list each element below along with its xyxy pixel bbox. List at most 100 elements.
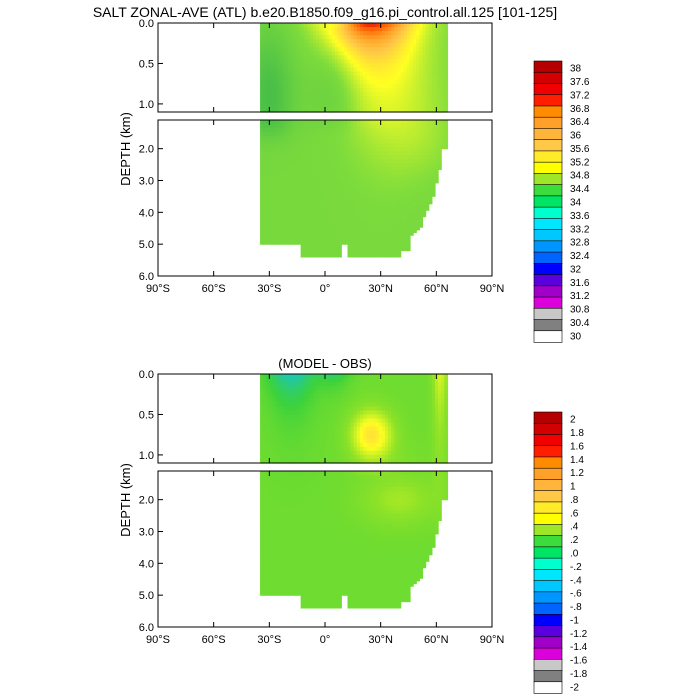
bias-panel-cell	[391, 394, 395, 399]
salt-panel-cell	[369, 186, 374, 191]
bias-panel-cell	[409, 410, 414, 416]
bias-panel-cell	[400, 394, 405, 399]
salt-panel-cell	[378, 252, 383, 258]
salt-panel-cell	[356, 83, 361, 89]
salt-panel-cell	[403, 67, 408, 73]
bias-panel-cell	[303, 382, 308, 387]
bias-panel-cell	[285, 390, 289, 395]
bias-panel-cell	[260, 506, 264, 511]
salt-panel-cell	[369, 240, 374, 246]
salt-panel-cell	[275, 182, 280, 187]
bias-panel-cell	[269, 426, 274, 432]
bias-panel-cell	[350, 414, 355, 420]
salt-panel-cell	[328, 221, 333, 226]
salt-panel-cell	[416, 135, 420, 141]
bias-panel-cell	[269, 525, 274, 531]
salt-panel-cell	[360, 182, 364, 187]
bias-panel-cell	[288, 517, 292, 523]
salt-panel-cell	[360, 244, 364, 250]
salt-panel-cell	[375, 190, 380, 195]
salt-panel-cell	[372, 91, 377, 97]
salt-panel-cell	[275, 205, 280, 211]
salt-panel-cell	[325, 217, 330, 222]
bias-panel-cell	[353, 374, 358, 379]
salt-panel-cell	[278, 51, 283, 56]
salt-panel-cell	[378, 190, 383, 195]
salt-panel-cell	[400, 63, 405, 69]
bias-panel-cell	[269, 474, 274, 480]
bias-panel-cell	[288, 584, 292, 589]
salt-panel-cell	[328, 123, 333, 129]
bias-panel-cell	[269, 580, 274, 585]
salt-panel-cell	[428, 190, 433, 195]
bias-panel-cell	[366, 438, 370, 444]
salt-panel-cell	[331, 135, 336, 141]
salt-panel-cell	[310, 209, 314, 215]
bias-panel-cell	[428, 458, 433, 464]
salt-panel-cell	[394, 244, 399, 250]
bias-panel-cell	[388, 406, 392, 412]
bias-panel-cell	[316, 398, 320, 403]
salt-panel-cell	[353, 87, 358, 93]
bias-panel-cell	[331, 454, 336, 460]
salt-panel-cell	[413, 213, 417, 219]
salt-panel-cell	[406, 39, 411, 44]
salt-panel-cell	[328, 43, 333, 48]
salt-panel-cell	[306, 147, 311, 152]
bias-panel-cell	[260, 521, 264, 527]
salt-panel-cell	[350, 91, 355, 97]
bias-panel-cell	[425, 386, 430, 391]
salt-panel-cell	[316, 162, 320, 168]
salt-panel-cell	[281, 51, 286, 56]
salt-panel-cell	[413, 23, 417, 28]
salt-panel-cell	[400, 43, 405, 48]
bias-panel-cell	[385, 386, 389, 391]
salt-panel-cell	[347, 83, 352, 89]
salt-panel-cell	[431, 79, 436, 85]
bias-panel-cell	[350, 442, 355, 448]
salt-panel-cell	[441, 139, 445, 144]
bias-panel-cell	[263, 506, 267, 511]
salt-panel-cell	[381, 79, 386, 85]
bias-panel-cell	[263, 560, 267, 566]
salt-panel-cell	[275, 91, 280, 97]
bias-panel-cell	[422, 442, 427, 448]
salt-panel-cell	[266, 194, 271, 199]
salt-panel-cell	[300, 27, 305, 32]
salt-panel-cell	[297, 83, 302, 89]
salt-panel-cell	[350, 87, 355, 93]
bias-panel-cell	[266, 521, 271, 527]
salt-panel-cell	[378, 209, 383, 215]
salt-panel-cell	[438, 120, 442, 125]
bias-panel-cell	[272, 588, 277, 593]
salt-panel-cell	[428, 27, 433, 32]
salt-panel-cell	[285, 225, 289, 230]
salt-panel-cell	[310, 95, 314, 101]
salt-panel-cell	[409, 63, 414, 69]
salt-panel-cell	[378, 205, 383, 211]
salt-panel-cell	[335, 27, 339, 32]
salt-panel-cell	[419, 107, 424, 113]
salt-panel-cell	[403, 248, 408, 252]
salt-panel-cell	[403, 159, 408, 164]
salt-panel-cell	[322, 107, 327, 113]
salt-panel-cell	[416, 67, 420, 73]
bias-panel-cell	[288, 486, 292, 492]
salt-panel-cell	[428, 159, 433, 164]
salt-panel-cell	[350, 135, 355, 141]
salt-panel-cell	[338, 55, 342, 61]
bias-panel-cell	[338, 378, 342, 383]
salt-panel-cell	[278, 91, 283, 97]
salt-panel-cell	[391, 178, 395, 183]
salt-panel-cell	[425, 95, 430, 101]
bias-panel-cell	[263, 552, 267, 558]
salt-panel-cell	[378, 131, 383, 137]
salt-panel-colorbar-box	[533, 128, 563, 141]
salt-panel-cell	[391, 221, 395, 226]
salt-panel-cell	[397, 47, 402, 52]
bias-panel-cell	[322, 378, 327, 383]
salt-panel-cell	[434, 95, 439, 101]
salt-panel-cell	[366, 229, 370, 234]
salt-panel-cell	[356, 209, 361, 215]
salt-panel-cell	[385, 256, 389, 258]
